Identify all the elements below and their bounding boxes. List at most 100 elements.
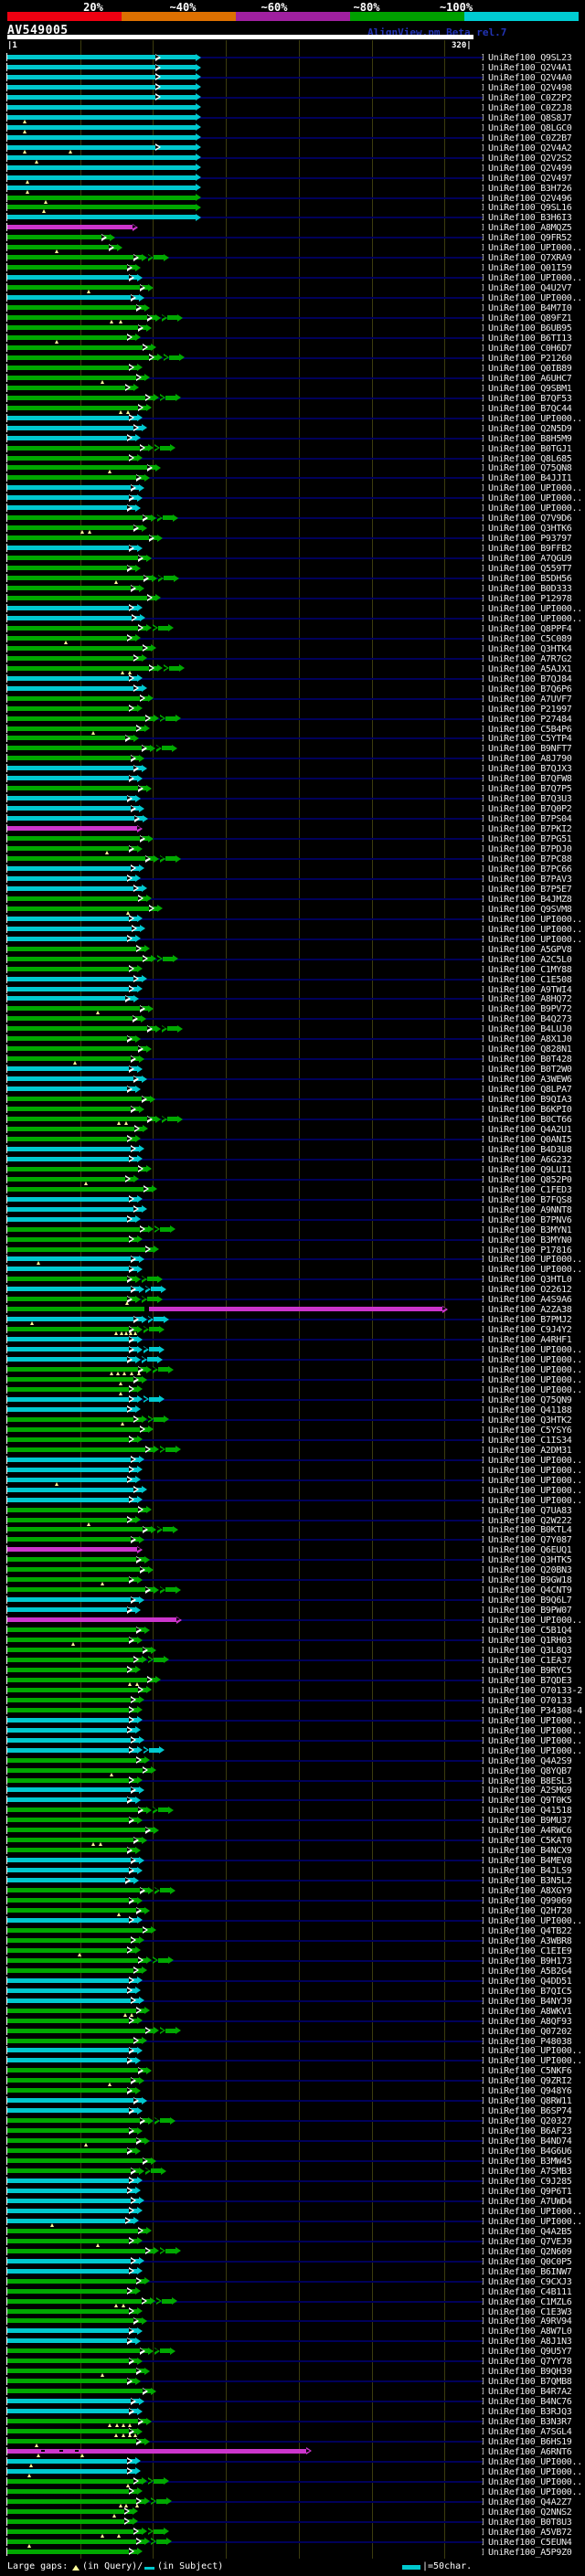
alignment-bar[interactable] bbox=[7, 2528, 142, 2534]
alignment-bar[interactable] bbox=[7, 1697, 139, 1702]
subject-label[interactable]: UniRef100_Q2V498 bbox=[488, 82, 572, 93]
subject-label[interactable]: UniRef100_C0Z2J8 bbox=[488, 102, 572, 113]
alignment-bar[interactable] bbox=[7, 2458, 135, 2464]
alignment-bar[interactable] bbox=[7, 1477, 135, 1482]
subject-label[interactable]: UniRef100_C1MY88 bbox=[488, 964, 572, 975]
subject-label[interactable]: UniRef100_A9NNT8 bbox=[488, 1204, 572, 1215]
alignment-bar[interactable] bbox=[7, 1196, 137, 1202]
alignment-tail-segment[interactable] bbox=[158, 625, 168, 631]
alignment-bar[interactable] bbox=[7, 1858, 139, 1863]
subject-label[interactable]: UniRef100_A7R7G2 bbox=[488, 653, 572, 664]
alignment-bar[interactable] bbox=[7, 2018, 137, 2023]
subject-label[interactable]: UniRef100_UPI000.. bbox=[488, 273, 582, 284]
subject-label[interactable]: UniRef100_B5DH56 bbox=[488, 574, 572, 584]
alignment-bar[interactable] bbox=[7, 2098, 142, 2104]
alignment-bar[interactable] bbox=[7, 665, 157, 671]
alignment-bar[interactable] bbox=[7, 455, 137, 461]
alignment-tail-segment[interactable] bbox=[160, 2348, 170, 2354]
subject-label[interactable]: UniRef100_Q8YQB7 bbox=[488, 1765, 572, 1776]
alignment-bar[interactable] bbox=[7, 1377, 142, 1382]
alignment-tail-segment[interactable] bbox=[147, 1357, 157, 1362]
alignment-bar[interactable] bbox=[7, 806, 139, 811]
alignment-bar[interactable] bbox=[7, 55, 196, 59]
alignment-bar[interactable] bbox=[7, 1236, 137, 1242]
alignment-tail-segment[interactable] bbox=[165, 716, 176, 721]
alignment-bar[interactable] bbox=[7, 1416, 142, 1422]
subject-label[interactable]: UniRef100_Q9U5Y7 bbox=[488, 2347, 572, 2358]
alignment-bar[interactable] bbox=[7, 285, 148, 291]
subject-label[interactable]: UniRef100_UPI000.. bbox=[488, 483, 582, 494]
subject-label[interactable]: UniRef100_Q99069 bbox=[488, 1896, 572, 1906]
subject-label[interactable]: UniRef100_Q0ANI5 bbox=[488, 1134, 572, 1145]
subject-label[interactable]: UniRef100_C1MZL6 bbox=[488, 2296, 572, 2307]
alignment-bar[interactable] bbox=[7, 2008, 144, 2013]
alignment-bar[interactable] bbox=[7, 1988, 135, 1993]
alignment-tail-segment[interactable] bbox=[163, 1527, 173, 1532]
subject-label[interactable]: UniRef100_UPI000.. bbox=[488, 1375, 582, 1385]
alignment-tail-segment[interactable] bbox=[169, 355, 179, 360]
alignment-bar[interactable] bbox=[7, 1317, 142, 1322]
alignment-bar[interactable] bbox=[7, 1597, 139, 1603]
subject-label[interactable]: UniRef100_B4JLS9 bbox=[488, 1866, 572, 1877]
subject-label[interactable]: UniRef100_B4Q273 bbox=[488, 1014, 572, 1025]
subject-label[interactable]: UniRef100_Q4A2U1 bbox=[488, 1124, 572, 1135]
alignment-bar[interactable] bbox=[7, 1436, 137, 1442]
alignment-bar[interactable] bbox=[7, 385, 133, 390]
alignment-bar[interactable] bbox=[7, 2118, 148, 2124]
subject-label[interactable]: UniRef100_Q75QN9 bbox=[488, 1394, 572, 1405]
alignment-bar[interactable] bbox=[7, 1426, 148, 1432]
alignment-bar[interactable] bbox=[7, 736, 133, 741]
subject-label[interactable]: UniRef100_UPI000.. bbox=[488, 1255, 582, 1266]
subject-label[interactable]: UniRef100_O70133-2 bbox=[488, 1685, 582, 1696]
alignment-bar[interactable] bbox=[7, 114, 196, 120]
alignment-bar[interactable] bbox=[7, 1667, 135, 1672]
subject-label[interactable]: UniRef100_B7Q7P5 bbox=[488, 784, 572, 795]
alignment-bar[interactable] bbox=[7, 185, 196, 190]
subject-label[interactable]: UniRef100_B9GW18 bbox=[488, 1575, 572, 1586]
alignment-bar[interactable] bbox=[7, 1136, 135, 1141]
subject-label[interactable]: UniRef100_A8QF93 bbox=[488, 2016, 572, 2027]
subject-label[interactable]: UniRef100_UPI000.. bbox=[488, 2456, 582, 2467]
alignment-bar[interactable] bbox=[7, 595, 155, 600]
alignment-bar[interactable] bbox=[7, 245, 117, 250]
subject-label[interactable]: UniRef100_Q2V4A0 bbox=[488, 72, 572, 83]
subject-label[interactable]: UniRef100_UPI000.. bbox=[488, 2486, 582, 2497]
alignment-bar[interactable] bbox=[7, 1527, 151, 1532]
alignment-bar[interactable] bbox=[7, 334, 135, 340]
alignment-bar[interactable] bbox=[7, 2198, 139, 2203]
alignment-bar[interactable] bbox=[7, 2218, 133, 2223]
alignment-bar[interactable] bbox=[7, 1587, 154, 1593]
subject-label[interactable]: UniRef100_B9MU37 bbox=[488, 1816, 572, 1827]
alignment-tail-segment[interactable] bbox=[151, 1287, 161, 1292]
subject-label[interactable]: UniRef100_Q2V4A1 bbox=[488, 63, 572, 73]
alignment-bar[interactable] bbox=[7, 625, 146, 631]
subject-label[interactable]: UniRef100_B4MEV8 bbox=[488, 1856, 572, 1867]
alignment-bar[interactable] bbox=[7, 2429, 137, 2433]
subject-label[interactable]: UniRef100_B9PV72 bbox=[488, 1004, 572, 1015]
alignment-bar[interactable] bbox=[7, 1818, 137, 1823]
alignment-tail-segment[interactable] bbox=[149, 1396, 159, 1402]
alignment-bar[interactable] bbox=[7, 2298, 150, 2304]
subject-label[interactable]: UniRef100_Q4A2Z7 bbox=[488, 2496, 572, 2507]
subject-label[interactable]: UniRef100_Q2NNS2 bbox=[488, 2507, 572, 2518]
subject-label[interactable]: UniRef100_Q41188 bbox=[488, 1405, 572, 1415]
alignment-bar[interactable] bbox=[7, 1727, 135, 1733]
subject-label[interactable]: UniRef100_A8W7L0 bbox=[488, 2327, 572, 2337]
alignment-tail-segment[interactable] bbox=[162, 2298, 172, 2304]
subject-label[interactable]: UniRef100_B6AF23 bbox=[488, 2126, 572, 2137]
subject-label[interactable]: UniRef100_B7P5E7 bbox=[488, 884, 572, 895]
subject-label[interactable]: UniRef100_Q7Y087 bbox=[488, 1535, 572, 1546]
subject-label[interactable]: UniRef100_A5B2G4 bbox=[488, 1966, 572, 1977]
subject-label[interactable]: UniRef100_UPI000.. bbox=[488, 2206, 582, 2217]
subject-label[interactable]: UniRef100_B0T8U3 bbox=[488, 2517, 572, 2528]
subject-label[interactable]: UniRef100_O70133 bbox=[488, 1695, 572, 1706]
subject-label[interactable]: UniRef100_A9TWI4 bbox=[488, 984, 572, 995]
alignment-bar[interactable] bbox=[7, 1617, 176, 1623]
alignment-tail-segment[interactable] bbox=[165, 395, 176, 400]
subject-label[interactable]: UniRef100_B3H6I3 bbox=[488, 213, 572, 224]
alignment-bar[interactable] bbox=[7, 816, 143, 822]
subject-label[interactable]: UniRef100_B0T2W0 bbox=[488, 1065, 572, 1076]
subject-label[interactable]: UniRef100_UPI000.. bbox=[488, 2046, 582, 2057]
alignment-bar[interactable] bbox=[7, 996, 133, 1002]
subject-label[interactable]: UniRef100_B0T428 bbox=[488, 1055, 572, 1065]
